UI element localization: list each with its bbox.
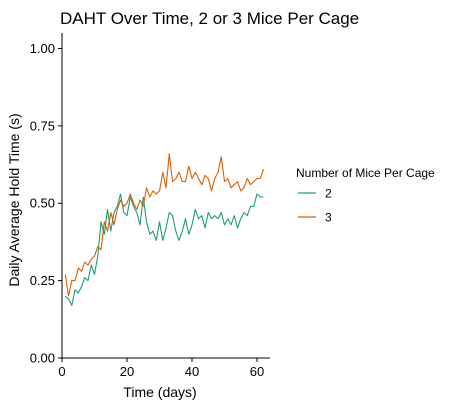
legend-items: 23: [298, 187, 332, 225]
x-tick-label: 0: [58, 364, 65, 379]
x-axis-ticks: 0 20 40 60: [58, 358, 264, 379]
x-tick-label: 40: [185, 364, 199, 379]
x-tick-label: 60: [250, 364, 264, 379]
y-tick-label: 0.50: [30, 196, 55, 211]
y-tick-label: 0.00: [30, 351, 55, 366]
chart-title: DAHT Over Time, 2 or 3 Mice Per Cage: [60, 9, 359, 28]
plot-area: 0.00 0.25 0.50 0.75 1.00 0 20 40 60: [30, 33, 270, 379]
y-tick-label: 0.75: [30, 118, 55, 133]
legend-label-2: 2: [325, 187, 332, 201]
legend-label-3: 3: [325, 211, 332, 225]
x-axis-label: Time (days): [123, 384, 196, 400]
series-line-3: [64, 153, 265, 297]
legend: Number of Mice Per Cage 23: [296, 166, 435, 225]
y-tick-label: 1.00: [30, 41, 55, 56]
y-tick-label: 0.25: [30, 273, 55, 288]
series-lines: [64, 153, 265, 306]
x-tick-label: 20: [120, 364, 134, 379]
y-axis-label: Daily Average Hold Time (s): [6, 113, 22, 286]
y-axis-ticks: 0.00 0.25 0.50 0.75 1.00: [30, 41, 62, 366]
series-line-2: [64, 193, 264, 306]
legend-title: Number of Mice Per Cage: [296, 166, 435, 180]
